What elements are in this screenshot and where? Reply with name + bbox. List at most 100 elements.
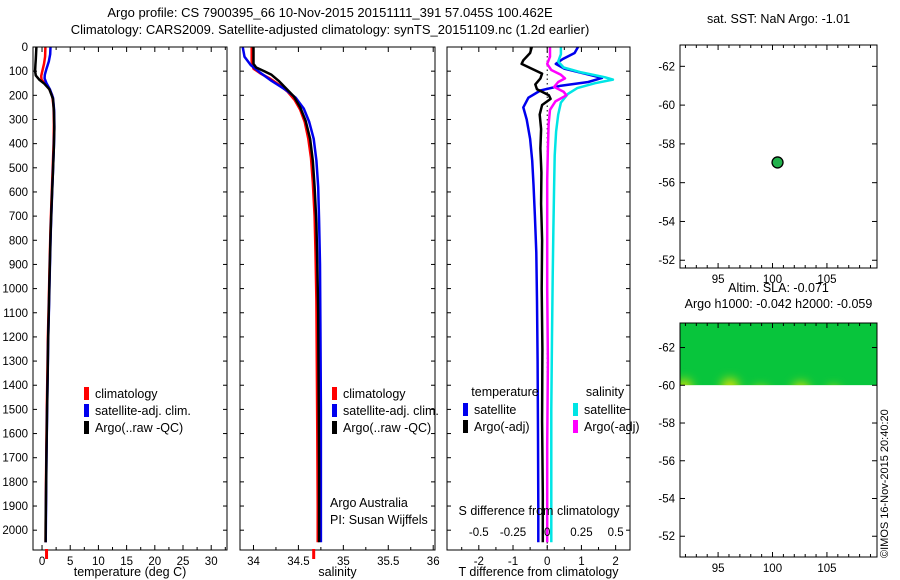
sla-map-title-line2: Argo h1000: -0.042 h2000: -0.059 [684, 297, 873, 311]
figure-subtitle: Climatology: CARS2009. Satellite-adjuste… [70, 22, 590, 37]
svg-text:1800: 1800 [2, 477, 28, 489]
legend-item: satellite-adj. clim. [332, 402, 439, 419]
svg-text:-52: -52 [658, 531, 675, 543]
svg-text:0: 0 [22, 42, 28, 54]
svg-text:900: 900 [9, 259, 28, 271]
legend-item: climatology [84, 385, 191, 402]
svg-text:0: 0 [544, 527, 550, 539]
legend-column-title: salinity [585, 385, 625, 399]
sst-map-title: sat. SST: NaN Argo: -1.01 [706, 12, 851, 26]
legend-column-title: temperature [471, 385, 539, 399]
svg-text:-54: -54 [658, 216, 675, 228]
svg-text:-60: -60 [658, 100, 675, 112]
svg-text:36: 36 [427, 556, 440, 568]
legend-swatch-t-satellite [463, 403, 468, 416]
program-note-line1: Argo Australia [330, 496, 408, 510]
svg-text:35.5: 35.5 [377, 556, 399, 568]
legend-item: satellite-adj. clim. [84, 402, 191, 419]
svg-text:-0.25: -0.25 [500, 527, 526, 539]
svg-text:0: 0 [39, 556, 45, 568]
svg-text:-58: -58 [658, 418, 675, 430]
legend-item: Argo(..raw -QC) [332, 419, 439, 436]
svg-text:400: 400 [9, 139, 28, 151]
legend-label: climatology [95, 386, 158, 401]
svg-text:1: 1 [578, 556, 584, 568]
svg-text:-52: -52 [658, 255, 675, 267]
legend-label: Argo(..raw -QC) [95, 420, 184, 435]
legend-tdiff-salinity-column: salinity satellite Argo(-adj) [563, 385, 647, 435]
svg-text:100: 100 [763, 274, 782, 286]
svg-text:-56: -56 [658, 456, 675, 468]
svg-text:-54: -54 [658, 494, 675, 506]
svg-text:34: 34 [247, 556, 260, 568]
svg-text:15: 15 [120, 556, 133, 568]
legend-temperature-panel: climatology satellite-adj. clim. Argo(..… [84, 385, 191, 436]
svg-text:-56: -56 [658, 178, 675, 190]
svg-text:34.5: 34.5 [287, 556, 309, 568]
svg-text:1400: 1400 [2, 380, 28, 392]
svg-text:95: 95 [712, 563, 725, 575]
svg-text:105: 105 [817, 563, 836, 575]
legend-swatch-climatology [84, 387, 89, 400]
legend-label: satellite-adj. clim. [343, 403, 439, 418]
legend-label: satellite [584, 402, 627, 417]
svg-text:600: 600 [9, 187, 28, 199]
legend-item: satellite [463, 401, 555, 418]
svg-text:2: 2 [612, 556, 618, 568]
svg-text:0.25: 0.25 [570, 527, 592, 539]
legend-swatch-s-satellite [573, 403, 578, 416]
svg-text:35: 35 [337, 556, 350, 568]
tdiff-xlabel: T difference from climatology [458, 565, 619, 579]
svg-text:1300: 1300 [2, 356, 28, 368]
svg-text:5: 5 [67, 556, 73, 568]
legend-swatch-argo-raw [332, 421, 337, 434]
svg-text:800: 800 [9, 235, 28, 247]
svg-text:100: 100 [9, 66, 28, 78]
legend-label: Argo(-adj) [474, 419, 530, 434]
svg-text:-1: -1 [508, 556, 518, 568]
legend-swatch-argo-raw [84, 421, 89, 434]
svg-text:300: 300 [9, 114, 28, 126]
svg-text:1100: 1100 [3, 308, 28, 320]
imos-watermark: ©IMOS 16-Nov-2015 20:40:20 [879, 409, 891, 558]
svg-text:-2: -2 [474, 556, 484, 568]
legend-label: Argo(-adj) [584, 419, 640, 434]
legend-item: Argo(-adj) [573, 418, 647, 435]
svg-text:0.5: 0.5 [608, 527, 624, 539]
legend-label: satellite [474, 402, 517, 417]
svg-text:100: 100 [763, 563, 782, 575]
svg-text:-62: -62 [658, 343, 675, 355]
legend-item: climatology [332, 385, 439, 402]
legend-swatch-climatology [332, 387, 337, 400]
salinity-xlabel: salinity [318, 565, 357, 579]
svg-text:200: 200 [9, 90, 28, 102]
svg-text:0: 0 [544, 556, 550, 568]
legend-label: Argo(..raw -QC) [343, 420, 432, 435]
legend-label: satellite-adj. clim. [95, 403, 191, 418]
svg-text:1500: 1500 [2, 404, 28, 416]
svg-text:95: 95 [712, 274, 725, 286]
legend-item: satellite [573, 401, 647, 418]
svg-text:20: 20 [148, 556, 161, 568]
legend-label: climatology [343, 386, 406, 401]
legend-tdiff-temperature-column: temperature satellite Argo(-adj) [455, 385, 555, 435]
program-note-line2: PI: Susan Wijffels [330, 513, 428, 527]
sla-map-title-line1: Altim. SLA: -0.071 [728, 281, 829, 295]
temperature-xlabel: temperature (deg C) [73, 565, 187, 579]
legend-swatch-s-argo-adj [573, 420, 578, 433]
legend-swatch-t-argo-adj [463, 420, 468, 433]
legend-swatch-satellite-adj [84, 404, 89, 417]
svg-text:700: 700 [9, 211, 28, 223]
svg-text:1200: 1200 [2, 332, 28, 344]
svg-text:10: 10 [92, 556, 105, 568]
svg-text:-62: -62 [658, 61, 675, 73]
svg-text:1900: 1900 [2, 501, 28, 513]
svg-text:2000: 2000 [2, 525, 28, 537]
svg-text:1000: 1000 [2, 284, 28, 296]
legend-item: Argo(-adj) [463, 418, 555, 435]
svg-text:-0.5: -0.5 [469, 527, 489, 539]
svg-text:25: 25 [177, 556, 190, 568]
legend-item: Argo(..raw -QC) [84, 419, 191, 436]
